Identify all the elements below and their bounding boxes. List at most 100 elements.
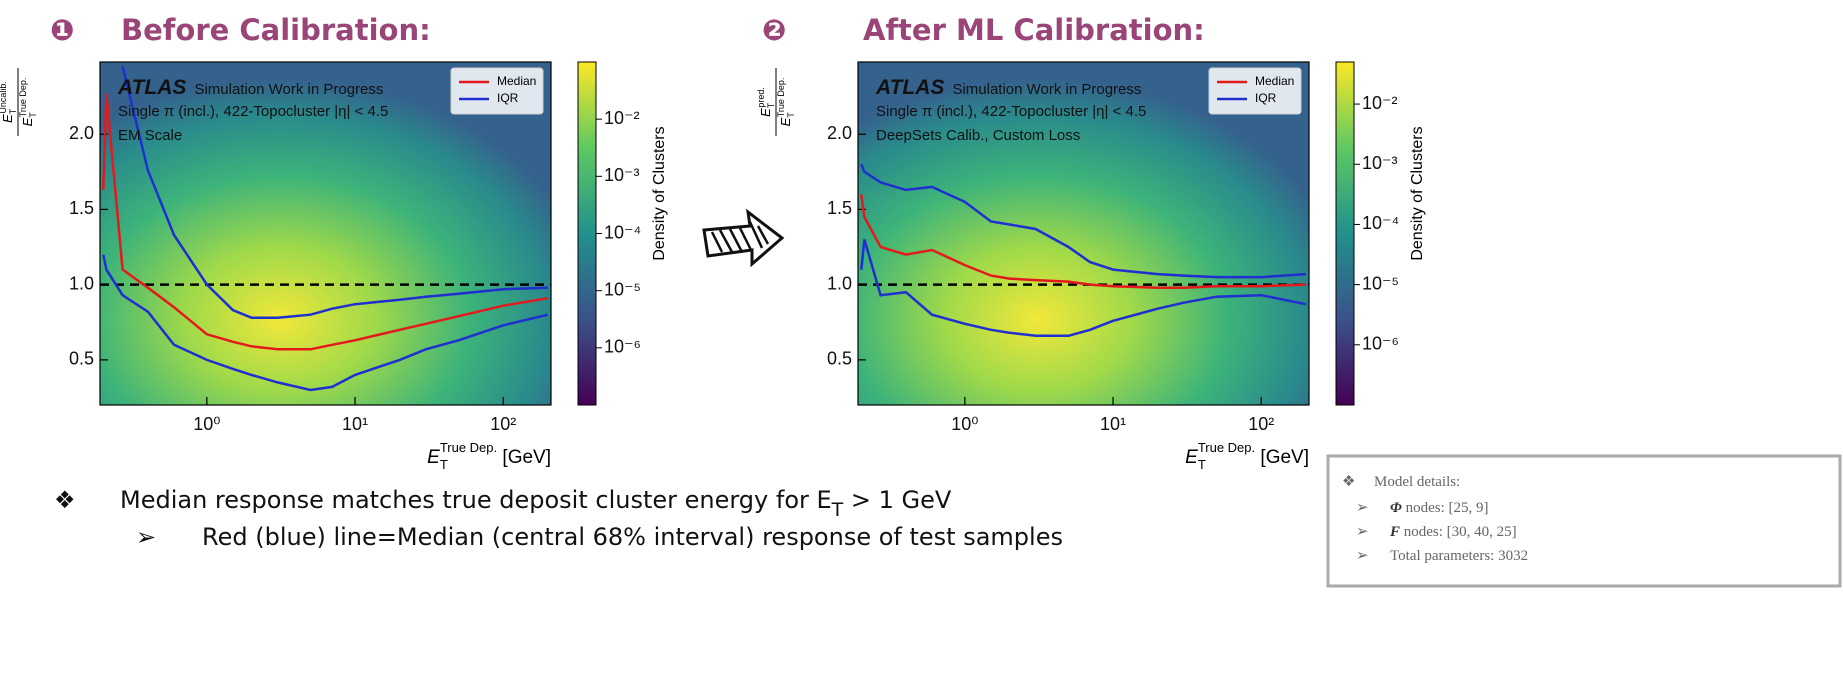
box-item-var: Φ — [1390, 500, 1402, 516]
y-label-sup: True Dep. — [18, 78, 28, 118]
y-label-base: E — [0, 114, 15, 123]
colorbar — [1335, 61, 1355, 406]
x-tick-label: 10⁰ — [193, 414, 220, 434]
y-tick-label: 1.0 — [827, 273, 852, 293]
line-upper-1 — [860, 163, 1306, 279]
y-label-sub: T — [28, 112, 38, 118]
y-label-base: E — [20, 117, 35, 126]
y-tick-label: 1.5 — [69, 198, 94, 218]
plot-frame — [857, 61, 1310, 406]
x-label-base: E — [427, 447, 440, 468]
annotation: ATLAS Simulation Work in Progress — [117, 76, 383, 99]
box-item-text: nodes: [25, 9] — [1402, 500, 1489, 516]
line-upper-1 — [121, 66, 548, 319]
y-axis-label: ETUncalib.ETTrue Dep. — [0, 68, 38, 136]
colorbar — [577, 61, 597, 406]
box-title: Model details: — [1374, 474, 1460, 490]
y-label-sub: T — [8, 108, 18, 114]
y-label-part: ETpred. — [756, 87, 776, 117]
x-tick-label: 10² — [1248, 414, 1274, 434]
bullet-text: Median response matches true deposit clu… — [120, 486, 952, 521]
y-tick-label: 0.5 — [827, 349, 852, 369]
bullet-text: Median response matches true deposit clu… — [120, 486, 832, 514]
annotation-line: EM Scale — [118, 127, 182, 144]
x-axis-label: ET True Dep. [GeV] — [427, 440, 551, 472]
y-label-sub: T — [786, 112, 796, 118]
y-label-part: ETUncalib. — [0, 81, 18, 123]
y-label-sup: pred. — [756, 87, 766, 108]
colorbar-tick-label: 10⁻³ — [1362, 153, 1398, 173]
box-item-symbol: ➢ — [1356, 500, 1369, 516]
line-0 — [860, 194, 1306, 289]
legend-label: Median — [1255, 74, 1294, 88]
y-axis-label: ETpred.ETTrue Dep. — [756, 68, 796, 136]
status-label: Simulation Work in Progress — [194, 81, 383, 98]
x-tick-label: 10² — [490, 414, 516, 434]
bullet-symbol: ❖ — [54, 486, 76, 514]
box-item: F nodes: [30, 40, 25] — [1389, 524, 1517, 540]
colorbar-tick-label: 10⁻⁵ — [604, 279, 641, 299]
x-label-sub: T — [1198, 457, 1206, 472]
legend-box — [450, 67, 544, 115]
heatmap-background — [858, 62, 1309, 405]
arrow-icon — [702, 208, 785, 268]
x-label-sub: T — [440, 457, 448, 472]
bullet-text: > 1 GeV — [843, 486, 952, 514]
heading: After ML Calibration: — [863, 13, 1205, 47]
box-item: Total parameters: 3032 — [1390, 548, 1528, 564]
colorbar-tick-label: 10⁻² — [604, 108, 640, 128]
x-tick-label: 10⁰ — [951, 414, 978, 434]
y-label-sub: T — [766, 102, 776, 108]
y-tick-label: 2.0 — [69, 123, 94, 143]
bullet-subscript: T — [831, 499, 844, 521]
y-label-base: E — [778, 117, 793, 126]
heatmap-background — [100, 62, 551, 405]
box-item-var: F — [1389, 524, 1400, 540]
legend-label: IQR — [497, 91, 519, 105]
annotation: ATLAS Simulation Work in Progress — [875, 76, 1141, 99]
y-label-sup: Uncalib. — [0, 81, 8, 114]
chart: 10⁰ 10¹ 10² 0.5 1.0 1.5 2.0 ATLAS Simulation Wor… — [756, 61, 1426, 472]
y-tick-label: 0.5 — [69, 349, 94, 369]
x-axis-label: ET True Dep. [GeV] — [1185, 440, 1309, 472]
colorbar-label: Density of Clusters — [651, 126, 668, 260]
sub-bullet-text: Red (blue) line=Median (central 68% inte… — [202, 523, 1063, 551]
x-label-unit: [GeV] — [497, 447, 551, 468]
sub-bullet-symbol: ➢ — [136, 523, 156, 551]
line-1 — [860, 239, 1307, 338]
line-1 — [102, 254, 549, 392]
annotation-line: Single π (incl.), 422-Topocluster |η| < … — [876, 103, 1146, 120]
x-label-sup: True Dep. — [440, 440, 497, 455]
legend-label: IQR — [1255, 91, 1277, 105]
x-tick-label: 10¹ — [1100, 414, 1126, 434]
box-item-symbol: ➢ — [1356, 524, 1369, 540]
x-label-sup: True Dep. — [1198, 440, 1255, 455]
y-label-part: ETTrue Dep. — [18, 78, 38, 127]
colorbar-label: Density of Clusters — [1409, 126, 1426, 260]
plot-frame — [99, 61, 552, 406]
annotation-line: Single π (incl.), 422-Topocluster |η| < … — [118, 103, 388, 120]
annotation-line: DeepSets Calib., Custom Loss — [876, 127, 1080, 144]
box-item: Φ nodes: [25, 9] — [1390, 500, 1489, 516]
status-label: Simulation Work in Progress — [952, 81, 1141, 98]
colorbar-tick-label: 10⁻⁶ — [1362, 334, 1399, 354]
box-symbol: ❖ — [1342, 474, 1355, 490]
legend-box — [1208, 67, 1302, 115]
colorbar-tick-label: 10⁻⁴ — [604, 222, 641, 242]
colorbar-tick-label: 10⁻⁶ — [604, 337, 641, 357]
y-tick-label: 1.0 — [69, 273, 94, 293]
atlas-label: ATLAS — [117, 76, 186, 99]
y-label-sup: True Dep. — [776, 78, 786, 118]
y-label-part: ETTrue Dep. — [776, 78, 796, 127]
model-box — [1326, 454, 1842, 588]
x-label-base: E — [1185, 447, 1198, 468]
colorbar-tick-label: 10⁻³ — [604, 165, 640, 185]
box-item-text: nodes: [30, 40, 25] — [1400, 524, 1517, 540]
colorbar-tick-label: 10⁻⁵ — [1362, 273, 1399, 293]
chart: 10⁰ 10¹ 10² 0.5 1.0 1.5 2.0 ATLAS Simulation Wor… — [0, 61, 668, 472]
colorbar-tick-label: 10⁻² — [1362, 93, 1398, 113]
y-tick-label: 1.5 — [827, 198, 852, 218]
heading-number: ❷ — [762, 13, 787, 47]
x-tick-label: 10¹ — [342, 414, 368, 434]
